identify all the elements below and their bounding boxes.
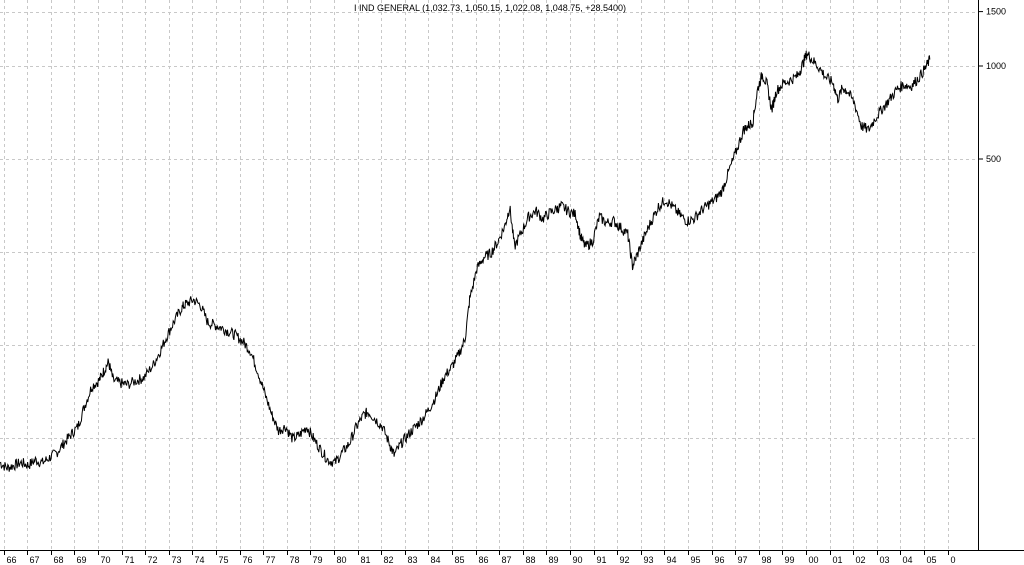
x-tick-label: 69 [77, 555, 87, 565]
x-tick-label: 78 [290, 555, 300, 565]
x-tick-label: 95 [691, 555, 701, 565]
x-tick-label: 99 [785, 555, 795, 565]
x-tick-label: 71 [125, 555, 135, 565]
x-tick-label: 79 [313, 555, 323, 565]
x-tick-label: 80 [337, 555, 347, 565]
x-tick-label: 01 [833, 555, 843, 565]
x-tick-label: 05 [927, 555, 937, 565]
y-tick-label: 1000 [986, 61, 1006, 71]
gridlines [0, 0, 978, 550]
x-tick-label: 82 [384, 555, 394, 565]
x-tick-label: 0 [951, 555, 956, 565]
x-tick-label: 03 [880, 555, 890, 565]
chart-title: I IND GENERAL (1,032.73, 1,050.15, 1,022… [354, 3, 626, 13]
x-tick-label: 77 [266, 555, 276, 565]
x-tick-label: 84 [431, 555, 441, 565]
x-tick-label: 89 [549, 555, 559, 565]
series-line-0 [0, 50, 931, 472]
x-tick-label: 92 [620, 555, 630, 565]
x-tick-label: 85 [455, 555, 465, 565]
x-tick-label: 93 [644, 555, 654, 565]
x-tick-label: 02 [856, 555, 866, 565]
y-tick-labels: 1500 1000 500 [986, 7, 1006, 164]
series-layer [0, 50, 931, 472]
x-tick-label: 00 [809, 555, 819, 565]
x-tick-labels: 66 67 68 69 70 71 72 73 74 75 76 77 78 79 80 81 82 83 84 85… [7, 555, 956, 565]
x-tick-label: 75 [219, 555, 229, 565]
x-tick-label: 66 [7, 555, 17, 565]
x-tick-label: 91 [597, 555, 607, 565]
x-tick-label: 97 [738, 555, 748, 565]
x-tick-label: 90 [573, 555, 583, 565]
y-tick-label: 1500 [986, 7, 1006, 17]
y-tick-label: 500 [986, 154, 1001, 164]
x-tick-label: 86 [479, 555, 489, 565]
x-tick-label: 73 [172, 555, 182, 565]
x-tick-label: 98 [762, 555, 772, 565]
x-tick-label: 68 [54, 555, 64, 565]
x-tick-label: 70 [101, 555, 111, 565]
x-tick-label: 74 [195, 555, 205, 565]
x-tick-label: 96 [715, 555, 725, 565]
x-tick-label: 67 [30, 555, 40, 565]
x-tick-label: 04 [903, 555, 913, 565]
x-tick-label: 81 [361, 555, 371, 565]
x-tick-label: 87 [502, 555, 512, 565]
x-tick-label: 72 [148, 555, 158, 565]
x-tick-label: 83 [408, 555, 418, 565]
x-tick-label: 76 [243, 555, 253, 565]
x-tick-label: 88 [526, 555, 536, 565]
x-tick-label: 94 [667, 555, 677, 565]
